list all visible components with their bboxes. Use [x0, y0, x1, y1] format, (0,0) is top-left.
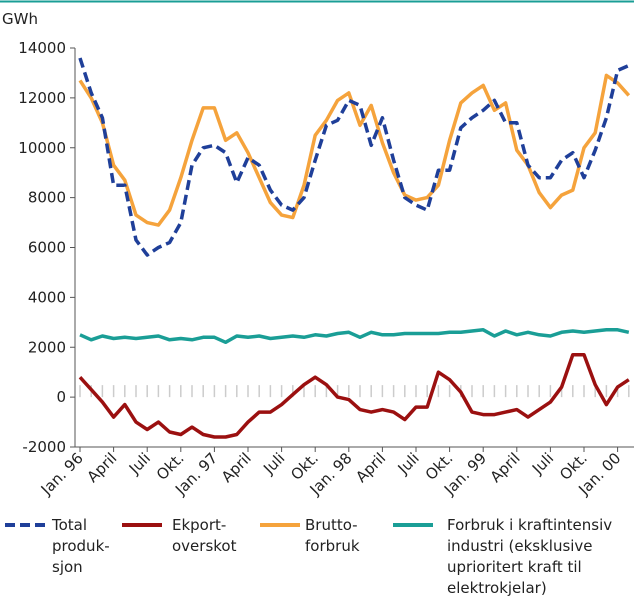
- series-line: [78, 73, 631, 227]
- y-tick-label: 6000: [28, 239, 66, 257]
- y-tick-label: 8000: [28, 189, 66, 207]
- x-tick-label: Juli: [528, 449, 557, 478]
- y-tick-label: 10000: [18, 139, 66, 157]
- x-tick-label: Juli: [125, 449, 154, 478]
- y-tick-label: 12000: [18, 89, 66, 107]
- y-tick-label: 4000: [28, 288, 66, 306]
- y-tick-label: 0: [56, 388, 66, 406]
- y-tick-label: -2000: [22, 438, 66, 456]
- x-tick-label: Juli: [394, 449, 423, 478]
- x-tick-label: Jan. 96: [37, 449, 87, 499]
- x-tick-label: April: [352, 449, 389, 486]
- series-line: [79, 328, 630, 345]
- legend-label: Ekport-overskot: [172, 516, 237, 555]
- x-tick-label: Juli: [259, 449, 288, 478]
- legend-label: Brutto-forbruk: [305, 516, 360, 555]
- y-tick-label: 2000: [28, 338, 66, 356]
- x-tick-label: April: [83, 449, 120, 486]
- y-tick-label: 14000: [18, 39, 66, 57]
- y-axis-label: GWh: [2, 10, 38, 28]
- series-line: [78, 57, 630, 257]
- x-tick-label: April: [487, 449, 524, 486]
- series-line: [78, 352, 630, 439]
- legend-label: Total produk-sjon: [51, 516, 110, 576]
- legend-label: Forbruk i kraftintensiv industri (eksklus…: [447, 516, 612, 597]
- x-tick-label: April: [218, 449, 255, 486]
